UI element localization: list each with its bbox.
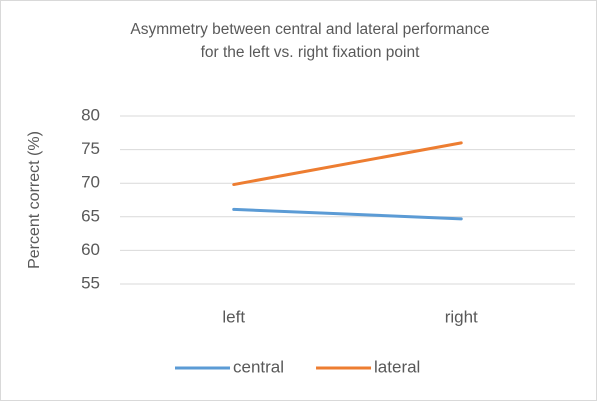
chart-title: for the left vs. right fixation point: [201, 44, 421, 61]
x-tick-label: right: [445, 307, 478, 326]
x-tick-label: left: [222, 307, 245, 326]
series-line: [232, 141, 463, 187]
y-tick-label: 60: [81, 240, 100, 259]
chart-title: Asymmetry between central and lateral pe…: [130, 21, 489, 38]
legend-label: lateral: [374, 357, 420, 376]
y-tick-label: 75: [81, 139, 100, 158]
y-tick-label: 65: [81, 206, 100, 225]
y-axis-label: Percent correct (%): [26, 131, 43, 269]
y-tick-label: 80: [81, 105, 100, 124]
series-line: [232, 207, 463, 221]
y-tick-label: 55: [81, 273, 100, 292]
y-tick-label: 70: [81, 173, 100, 192]
legend-label: central: [233, 357, 284, 376]
